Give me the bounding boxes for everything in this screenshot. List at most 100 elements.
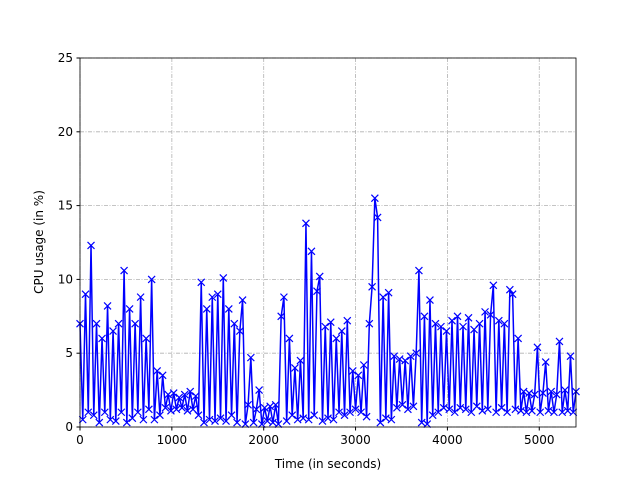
marker	[155, 411, 164, 420]
y-tick-label: 25	[58, 51, 73, 65]
marker	[249, 418, 258, 427]
marker	[315, 272, 324, 281]
marker	[409, 402, 418, 411]
marker	[505, 285, 514, 294]
marker	[461, 405, 470, 414]
marker	[78, 415, 87, 424]
marker	[235, 327, 244, 335]
marker	[508, 290, 517, 299]
marker	[376, 418, 385, 427]
marker	[475, 319, 484, 328]
marker	[291, 364, 299, 372]
marker	[186, 387, 195, 396]
marker	[111, 417, 120, 426]
marker	[153, 366, 162, 375]
marker	[114, 319, 123, 328]
marker	[357, 408, 365, 417]
marker	[431, 319, 440, 328]
marker	[147, 275, 156, 284]
marker	[481, 307, 489, 316]
marker	[437, 322, 445, 331]
marker	[244, 400, 253, 409]
marker	[246, 353, 255, 362]
marker	[379, 293, 388, 302]
marker	[428, 411, 437, 420]
marker	[139, 415, 148, 424]
marker	[453, 312, 462, 321]
marker	[200, 418, 208, 427]
marker	[318, 417, 327, 426]
marker	[337, 327, 346, 335]
marker	[227, 411, 236, 420]
marker	[233, 418, 241, 427]
marker	[346, 408, 354, 417]
marker	[274, 420, 283, 428]
marker	[384, 288, 393, 297]
marker	[448, 316, 456, 325]
marker	[497, 403, 506, 412]
marker	[144, 405, 153, 414]
marker	[489, 281, 498, 290]
marker	[445, 405, 454, 414]
marker	[180, 390, 189, 399]
marker	[547, 387, 556, 396]
marker	[238, 296, 247, 304]
y-tick-label: 0	[65, 420, 73, 434]
marker	[412, 349, 421, 358]
marker	[335, 408, 343, 417]
marker	[368, 282, 377, 291]
marker	[304, 415, 313, 424]
marker	[527, 406, 536, 415]
marker	[343, 316, 352, 325]
marker	[442, 327, 451, 335]
marker	[351, 405, 360, 414]
marker	[313, 287, 321, 296]
marker	[100, 408, 109, 417]
marker	[109, 327, 117, 335]
marker	[241, 420, 250, 428]
marker	[550, 408, 558, 417]
marker	[194, 411, 203, 420]
marker	[84, 408, 93, 417]
marker	[362, 412, 371, 421]
marker	[533, 343, 542, 352]
marker	[230, 319, 239, 328]
x-tick-label: 3000	[340, 433, 371, 447]
marker	[213, 290, 222, 299]
marker	[175, 393, 184, 402]
marker	[310, 411, 319, 420]
y-tick-label: 5	[65, 346, 73, 360]
marker	[302, 219, 310, 228]
x-tick-label: 2000	[248, 433, 279, 447]
marker	[348, 366, 357, 375]
marker	[464, 313, 473, 322]
marker	[541, 358, 550, 366]
marker	[514, 334, 523, 343]
marker	[285, 334, 294, 343]
marker	[434, 408, 443, 417]
marker	[208, 293, 217, 302]
marker	[483, 405, 492, 414]
marker	[503, 408, 512, 417]
marker	[131, 319, 140, 328]
marker	[403, 405, 412, 414]
marker	[387, 415, 396, 424]
marker	[216, 414, 225, 423]
marker	[340, 411, 349, 420]
marker	[486, 310, 495, 319]
marker	[307, 247, 316, 256]
marker	[169, 389, 178, 397]
marker	[401, 356, 410, 365]
marker	[536, 408, 545, 417]
marker	[494, 316, 503, 325]
marker	[354, 371, 363, 380]
marker	[98, 334, 106, 343]
marker	[370, 194, 379, 203]
y-tick-label: 15	[58, 199, 73, 213]
marker	[359, 361, 368, 369]
marker	[552, 390, 561, 399]
x-tick-label: 4000	[432, 433, 463, 447]
marker	[136, 293, 145, 302]
marker	[279, 293, 288, 302]
